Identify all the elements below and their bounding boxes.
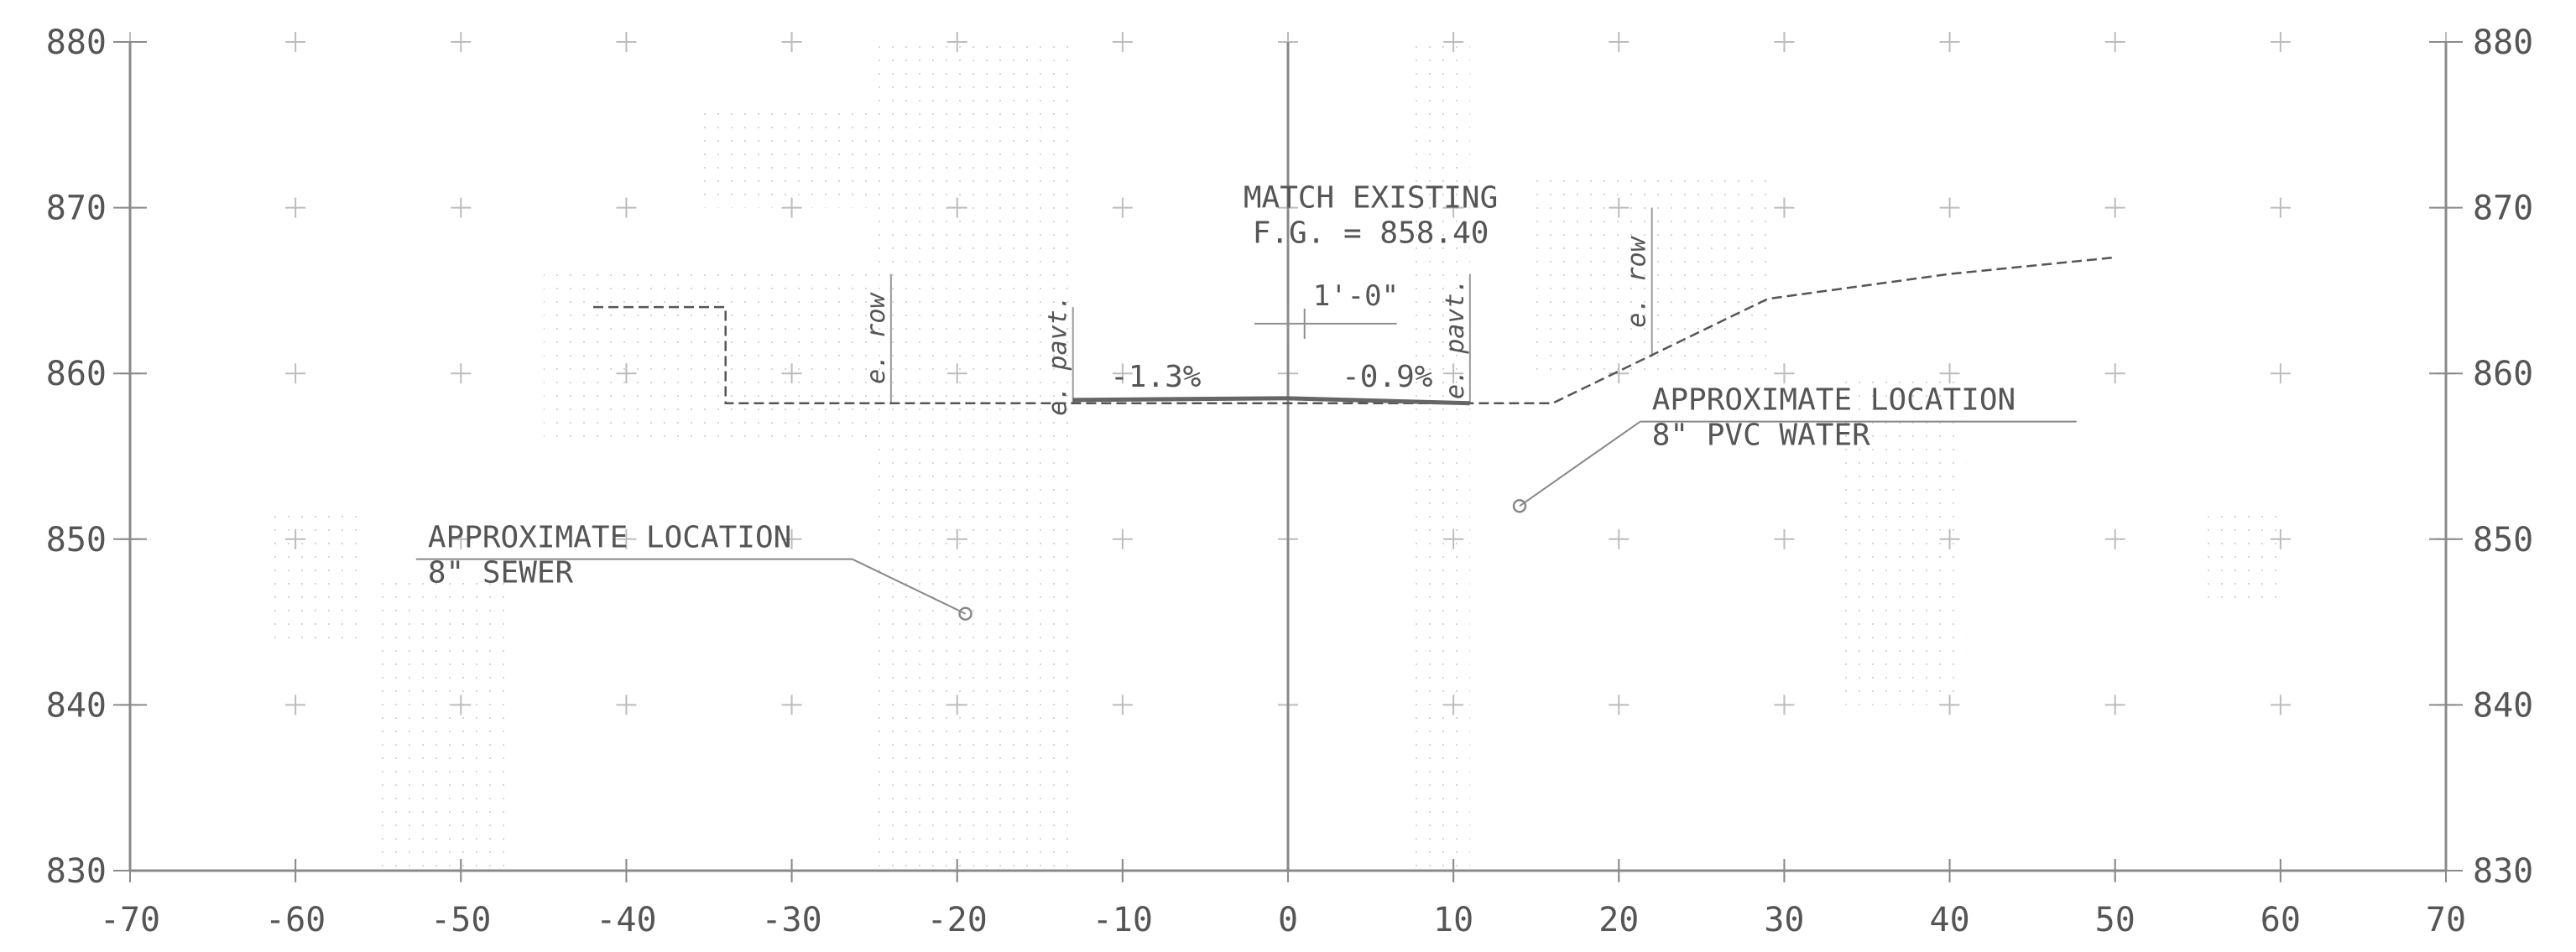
- x-tick-label: 0: [1278, 901, 1298, 939]
- x-tick-label: -30: [761, 901, 821, 939]
- x-tick-label: 70: [2426, 901, 2466, 939]
- annotation-1-line-0: APPROXIMATE LOCATION: [428, 521, 791, 555]
- x-tick-labels: -70 -60 -50 -40 -30 -20 -10 0 10 20 30 40 50 60 70: [100, 901, 2466, 939]
- annotation-1-pointer: [958, 606, 973, 621]
- annotation-2-pointer: [1512, 499, 1527, 513]
- x-tick-label: 10: [1433, 901, 1473, 939]
- y-tick-label-left: 860: [46, 355, 107, 393]
- y-tick-label-left: 870: [46, 190, 107, 228]
- y-tick-label-right: 870: [2473, 190, 2533, 228]
- slope-label-0: -1.3%: [1110, 360, 1202, 394]
- annotation-2-line-1: 8" PVC WATER: [1652, 419, 1870, 453]
- dot-region-3: [1404, 42, 1470, 871]
- reference-label-0: e. row: [862, 292, 891, 384]
- x-tick-label: -70: [100, 901, 160, 939]
- proposed-grade-line: [1072, 396, 1470, 406]
- annotation-1-leader: [852, 558, 967, 615]
- annotation-0-line-0: MATCH EXISTING: [1244, 181, 1498, 216]
- dot-region-1: [543, 273, 875, 440]
- y-tick-label-left: 880: [46, 23, 107, 62]
- y-tick-label-right: 860: [2473, 355, 2533, 393]
- reference-label-2: e. pavt.: [1441, 278, 1470, 399]
- x-tick-label: -10: [1092, 901, 1153, 939]
- y-tick-label-right: 840: [2473, 686, 2533, 725]
- y-tick-label-right: 830: [2473, 852, 2533, 891]
- dimension-label: 1'-0": [1313, 279, 1399, 313]
- y-tick-labels: 830 830 840 840 850 850 860 860 870 870 880 880: [46, 23, 2534, 891]
- x-tick-label: -60: [265, 901, 326, 939]
- annotation-2-line-0: APPROXIMATE LOCATION: [1652, 383, 2015, 418]
- annotation-2-leader: [1519, 420, 1641, 507]
- reference-label-1: e. pavt.: [1044, 294, 1073, 416]
- x-tick-label: 60: [2261, 901, 2301, 939]
- dot-region-0: [378, 572, 511, 871]
- x-tick-label: 50: [2095, 901, 2135, 939]
- x-tick-label: 40: [1929, 901, 1969, 939]
- dot-fill-regions: [262, 42, 2281, 871]
- reference-lines: e. row e. pavt. e. pavt. e. row: [862, 207, 1653, 416]
- existing-ground-line: [593, 256, 2115, 405]
- profile-lines: [593, 256, 2115, 406]
- x-tick-label: -40: [596, 901, 656, 939]
- dot-region-8: [2198, 506, 2281, 606]
- slope-label-1: -0.9%: [1342, 360, 1433, 394]
- y-tick-label-right: 850: [2473, 521, 2533, 559]
- reference-label-3: e. row: [1623, 235, 1652, 327]
- annotation-0-line-1: F.G. = 858.40: [1253, 216, 1489, 251]
- dot-region-7: [262, 506, 362, 639]
- x-tick-label: 20: [1598, 901, 1639, 939]
- y-tick-label-right: 880: [2473, 23, 2533, 62]
- annotation-1-line-1: 8" SEWER: [428, 556, 574, 590]
- x-tick-label: -20: [927, 901, 988, 939]
- x-tick-label: 30: [1764, 901, 1804, 939]
- dot-region-4: [692, 108, 1024, 208]
- axes: [113, 41, 2463, 882]
- x-tick-label: -50: [430, 901, 491, 939]
- y-tick-label-left: 830: [46, 852, 107, 891]
- y-tick-label-left: 850: [46, 521, 107, 559]
- y-tick-label-left: 840: [46, 686, 107, 725]
